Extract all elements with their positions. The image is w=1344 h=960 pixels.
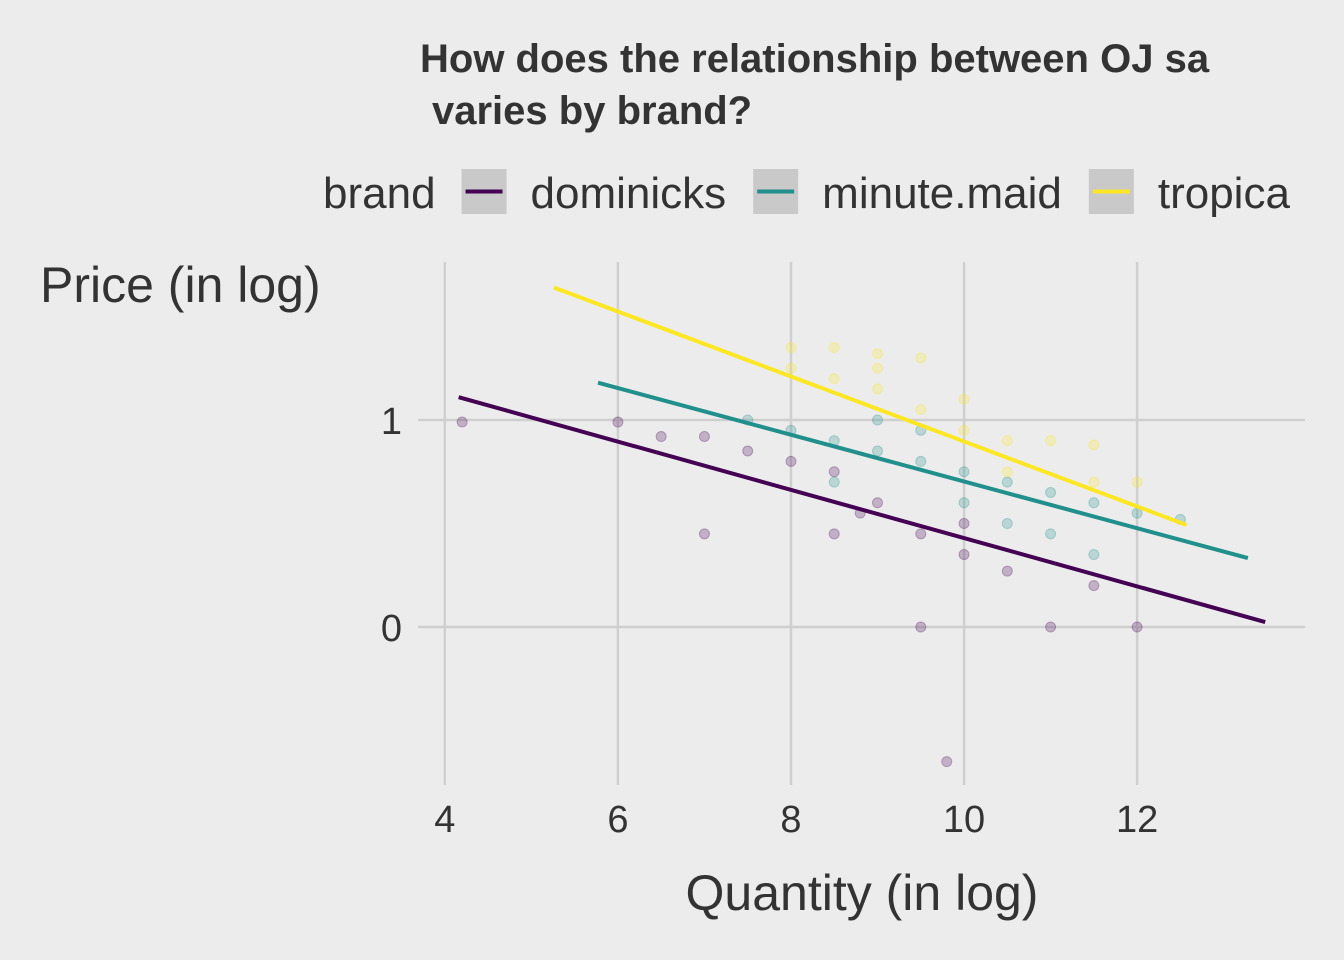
point xyxy=(1001,466,1013,478)
point xyxy=(1045,528,1057,540)
point xyxy=(872,414,884,426)
point xyxy=(958,518,970,529)
point xyxy=(785,455,797,467)
point xyxy=(872,383,884,395)
x-tick-label: 6 xyxy=(607,799,628,841)
point xyxy=(1045,621,1057,633)
point xyxy=(958,497,970,509)
point xyxy=(742,445,754,457)
point xyxy=(1045,486,1057,498)
point xyxy=(1088,549,1100,561)
x-tick-label: 8 xyxy=(780,799,801,841)
x-tick-label: 12 xyxy=(1116,799,1158,841)
point xyxy=(698,431,710,443)
point xyxy=(958,424,970,436)
y-tick-label: 1 xyxy=(381,401,402,443)
legend-title: brand xyxy=(323,169,436,218)
fit-line xyxy=(597,380,1249,561)
point xyxy=(1088,476,1100,488)
point xyxy=(1001,565,1013,577)
point xyxy=(915,352,927,364)
point xyxy=(785,342,797,354)
y-tick-label: 0 xyxy=(381,608,402,650)
legend-label: minute.maid xyxy=(822,169,1062,218)
point xyxy=(1088,580,1100,592)
point xyxy=(612,416,624,428)
point xyxy=(828,466,840,478)
fit-lines xyxy=(458,285,1266,624)
point xyxy=(958,393,970,405)
chart-title: varies by brand? xyxy=(432,89,752,133)
point xyxy=(1001,435,1013,447)
point xyxy=(785,362,797,374)
point xyxy=(655,431,667,443)
point xyxy=(1131,621,1143,633)
point xyxy=(828,342,840,354)
point xyxy=(941,756,953,768)
point xyxy=(872,445,884,457)
grid xyxy=(418,262,1305,785)
fit-line xyxy=(553,285,1188,527)
point xyxy=(915,528,927,540)
point xyxy=(828,476,840,488)
x-tick-label: 10 xyxy=(943,799,985,841)
point xyxy=(1131,476,1143,488)
chart-title: How does the relationship between OJ sa xyxy=(420,37,1210,81)
point xyxy=(915,455,927,467)
point xyxy=(958,466,970,478)
point xyxy=(958,549,970,561)
point xyxy=(1045,435,1057,447)
point xyxy=(1088,497,1100,509)
legend-label: tropica xyxy=(1158,169,1291,218)
fit-line xyxy=(458,395,1266,624)
point xyxy=(828,373,840,385)
point xyxy=(698,528,710,540)
x-axis-label: Quantity (in log) xyxy=(686,865,1039,921)
point xyxy=(828,528,840,540)
point xyxy=(915,621,927,633)
x-tick-label: 4 xyxy=(434,799,455,841)
legend: dominicks minute.maid tropica xyxy=(461,169,1291,218)
legend-label: dominicks xyxy=(531,169,727,218)
point xyxy=(872,348,884,360)
point xyxy=(915,404,927,416)
point xyxy=(456,416,468,428)
point xyxy=(872,362,884,374)
point xyxy=(872,497,884,509)
point xyxy=(1088,439,1100,451)
point xyxy=(1001,518,1013,529)
points xyxy=(456,342,1186,768)
y-axis-label: Price (in log) xyxy=(40,257,321,313)
point xyxy=(1001,476,1013,488)
